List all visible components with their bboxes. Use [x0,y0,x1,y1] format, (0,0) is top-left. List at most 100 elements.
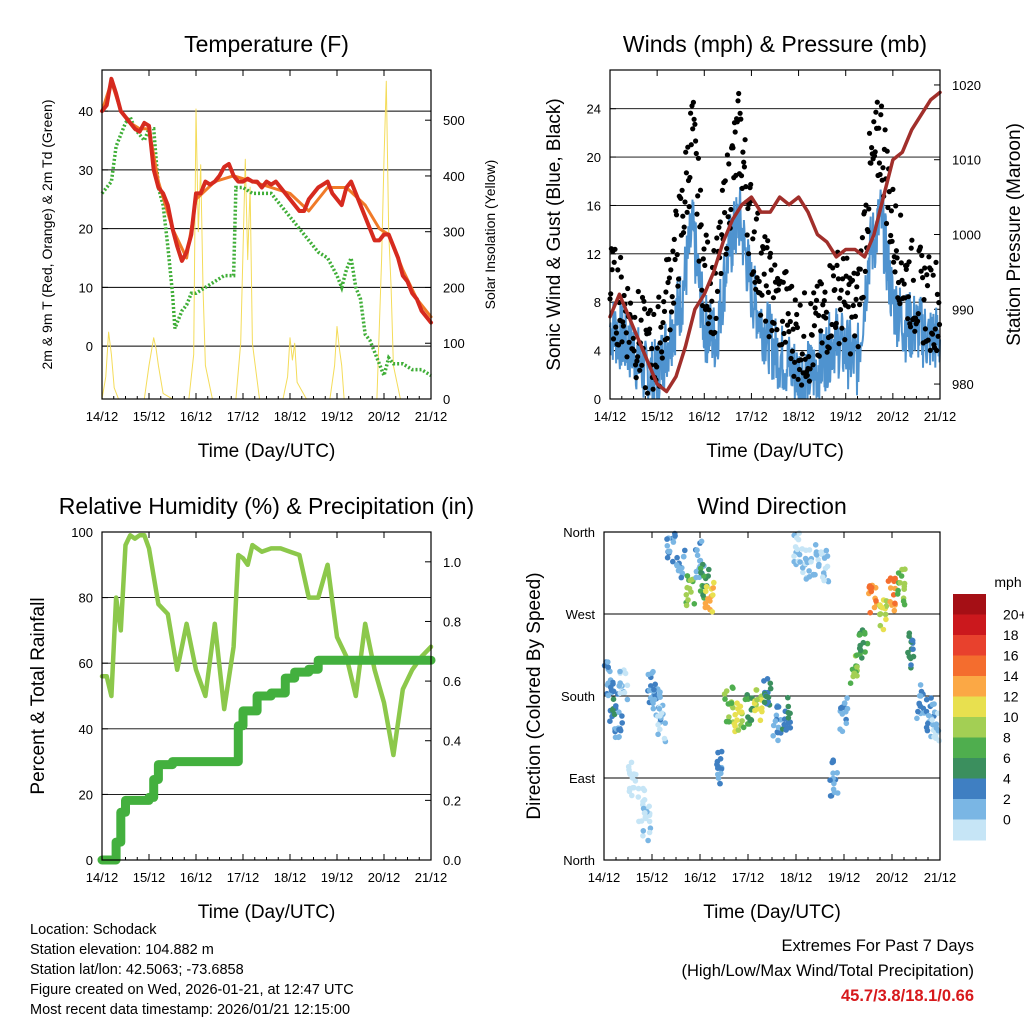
gust-point [833,320,839,326]
x-axis-label: Time (Day/UTC) [706,441,844,462]
direction-point [731,721,738,727]
chart-title: Winds (mph) & Pressure (mb) [623,31,927,57]
gust-point [683,170,690,176]
direction-point [785,694,791,701]
gust-point [700,256,706,262]
direction-point [763,693,770,700]
x-tick-label: 21/12 [415,409,448,424]
direction-point [819,574,826,580]
gust-point [907,324,914,330]
direction-point [775,724,782,731]
gust-point [758,312,764,318]
direction-point [827,777,833,783]
direction-point [710,592,716,598]
gust-point [758,250,764,256]
y2-tick-label: 980 [952,377,974,392]
gust-point [711,248,717,254]
gust-point [647,307,653,313]
gust-point [869,145,875,151]
gust-point [659,349,665,355]
direction-point [808,559,814,565]
direction-point [812,542,819,548]
gust-point [674,252,680,258]
direction-point [825,578,831,584]
direction-point [887,575,894,581]
direction-point [923,696,930,703]
gust-point [832,287,838,293]
direction-point [935,710,941,717]
x-tick-label: 16/12 [180,870,213,885]
direction-point [694,552,701,559]
gust-point [781,330,787,337]
direction-point [643,815,649,822]
colorbar-swatch [953,676,986,697]
gust-point [780,279,786,285]
gust-point [891,259,897,265]
gust-point [638,317,644,323]
direction-point [678,574,685,581]
direction-point [715,749,721,756]
direction-point [909,637,915,643]
direction-point [796,551,803,558]
gust-point [691,116,697,122]
gust-point [823,309,830,315]
direction-point [635,794,642,800]
direction-point [641,787,648,794]
gust-point [752,279,758,285]
gust-point [852,333,858,339]
y2-axis-label: Station Pressure (Maroon) [1004,123,1024,346]
gust-point [842,337,848,343]
direction-point [767,685,774,692]
direction-point [702,604,709,611]
direction-point [703,588,709,595]
gust-point [822,289,828,295]
wind-direction-panel: Wind Direction Time (Day/UTC) 14/12 15/12 16… [524,493,956,923]
gust-point [692,121,698,127]
direction-point [916,693,923,699]
colorbar-label: 4 [1003,771,1011,787]
gust-point [687,174,693,181]
gust-point [696,258,702,264]
gust-point [728,206,734,213]
gust-point [874,99,880,105]
gust-point [619,339,625,345]
gust-point [921,297,927,303]
direction-point [929,717,935,723]
gust-point [789,283,795,289]
gust-point [788,355,794,362]
direction-point [785,709,792,716]
y-tick-label: North [563,525,595,540]
y2-tick-label: 300 [443,225,465,240]
gust-point [920,275,926,281]
extremes-title: Extremes For Past 7 Days [781,937,974,955]
gust-point [925,337,931,343]
direction-point [910,646,916,652]
gust-point [795,376,801,382]
gust-point [840,276,846,282]
direction-point [628,759,635,766]
gust-point [634,358,640,364]
gust-point [844,255,850,261]
gust-point [876,125,882,131]
gust-point [823,315,829,321]
gust-point [906,259,912,265]
gust-point [751,269,757,275]
y2-tick-label: 200 [443,280,465,295]
direction-point [883,603,890,609]
gust-point [792,297,798,303]
direction-point [675,567,682,574]
extremes-box: Extremes For Past 7 Days (High/Low/Max W… [681,934,974,1009]
direction-point [791,558,797,565]
gust-point [821,298,827,304]
direction-point [647,825,654,831]
direction-point [709,609,716,615]
gust-point [670,248,676,254]
direction-point [770,722,777,729]
gust-point [807,366,813,372]
direction-point [843,720,850,727]
colorbar-swatch [953,758,986,779]
direction-point [827,793,834,799]
direction-point [735,727,742,733]
gust-point [882,127,888,133]
direction-point [882,611,889,618]
